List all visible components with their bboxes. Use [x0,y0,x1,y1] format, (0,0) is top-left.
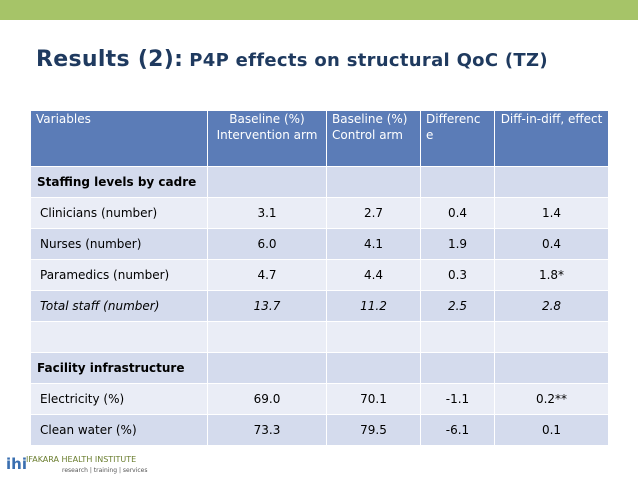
cell-diff-in-diff [494,321,609,353]
cell-baseline-control: 11.2 [326,290,421,322]
table-row-infrastructure-section: Facility infrastructure [30,352,609,384]
cell-baseline-intervention: 4.7 [207,259,327,291]
row-label: Staffing levels by cadre [30,166,208,198]
ihi-logo-mark: ihi [6,455,27,473]
slide-title-main: Results (2): [36,47,184,72]
row-label: Paramedics (number) [30,259,208,291]
slide-title-sub: P4P effects on structural QoC (TZ) [189,50,548,71]
results-table: Variables Baseline (%) Intervention arm … [30,110,609,446]
cell-difference: 0.3 [420,259,495,291]
header-difference: Differenc e [420,110,495,167]
cell-diff-in-diff: 1.4 [494,197,609,229]
cell-baseline-control [326,321,421,353]
row-label: Electricity (%) [30,383,208,415]
header-baseline-intervention: Baseline (%) Intervention arm [207,110,327,167]
cell-baseline-intervention: 73.3 [207,414,327,446]
cell-baseline-control: 79.5 [326,414,421,446]
cell-diff-in-diff: 0.2** [494,383,609,415]
table-row-staffing-section: Staffing levels by cadre [30,166,609,198]
cell-difference: 2.5 [420,290,495,322]
cell-diff-in-diff: 2.8 [494,290,609,322]
cell-baseline-intervention: 69.0 [207,383,327,415]
cell-baseline-control: 4.4 [326,259,421,291]
cell-difference: 0.4 [420,197,495,229]
cell-difference [420,321,495,353]
cell-baseline-control [326,166,421,198]
cell-diff-in-diff: 0.4 [494,228,609,260]
cell-difference: -1.1 [420,383,495,415]
cell-baseline-intervention [207,166,327,198]
cell-baseline-control [326,352,421,384]
table-row-total-staff: Total staff (number) 13.7 11.2 2.5 2.8 [30,290,609,322]
cell-difference [420,166,495,198]
table-header-row: Variables Baseline (%) Intervention arm … [30,110,609,167]
cell-baseline-intervention: 3.1 [207,197,327,229]
table-row-paramedics: Paramedics (number) 4.7 4.4 0.3 1.8* [30,259,609,291]
cell-baseline-intervention: 13.7 [207,290,327,322]
cell-diff-in-diff [494,166,609,198]
table-row-clean-water: Clean water (%) 73.3 79.5 -6.1 0.1 [30,414,609,446]
row-label: Nurses (number) [30,228,208,260]
cell-baseline-control: 4.1 [326,228,421,260]
row-label: Clinicians (number) [30,197,208,229]
header-diff-in-diff: Diff-in-diff, effect [494,110,609,167]
cell-baseline-intervention [207,321,327,353]
slide-title: Results (2): P4P effects on structural Qo… [36,36,548,74]
table-row-clinicians: Clinicians (number) 3.1 2.7 0.4 1.4 [30,197,609,229]
cell-difference: 1.9 [420,228,495,260]
top-accent-bar [0,0,638,20]
row-label: Facility infrastructure [30,352,208,384]
row-label: Clean water (%) [30,414,208,446]
cell-baseline-intervention [207,352,327,384]
cell-diff-in-diff: 1.8* [494,259,609,291]
row-label: Total staff (number) [30,290,208,322]
table-row-spacer [30,321,609,353]
cell-diff-in-diff [494,352,609,384]
cell-baseline-intervention: 6.0 [207,228,327,260]
logo-institute-name: IFAKARA HEALTH INSTITUTE [26,455,137,464]
cell-baseline-control: 70.1 [326,383,421,415]
header-variables: Variables [30,110,208,167]
cell-difference [420,352,495,384]
row-label [30,321,208,353]
table-row-electricity: Electricity (%) 69.0 70.1 -1.1 0.2** [30,383,609,415]
cell-difference: -6.1 [420,414,495,446]
cell-baseline-control: 2.7 [326,197,421,229]
ifakara-logo: ihi IFAKARA HEALTH INSTITUTE research | … [6,451,186,477]
header-baseline-control: Baseline (%) Control arm [326,110,421,167]
table-row-nurses: Nurses (number) 6.0 4.1 1.9 0.4 [30,228,609,260]
cell-diff-in-diff: 0.1 [494,414,609,446]
logo-tagline: research | training | services [62,467,148,474]
